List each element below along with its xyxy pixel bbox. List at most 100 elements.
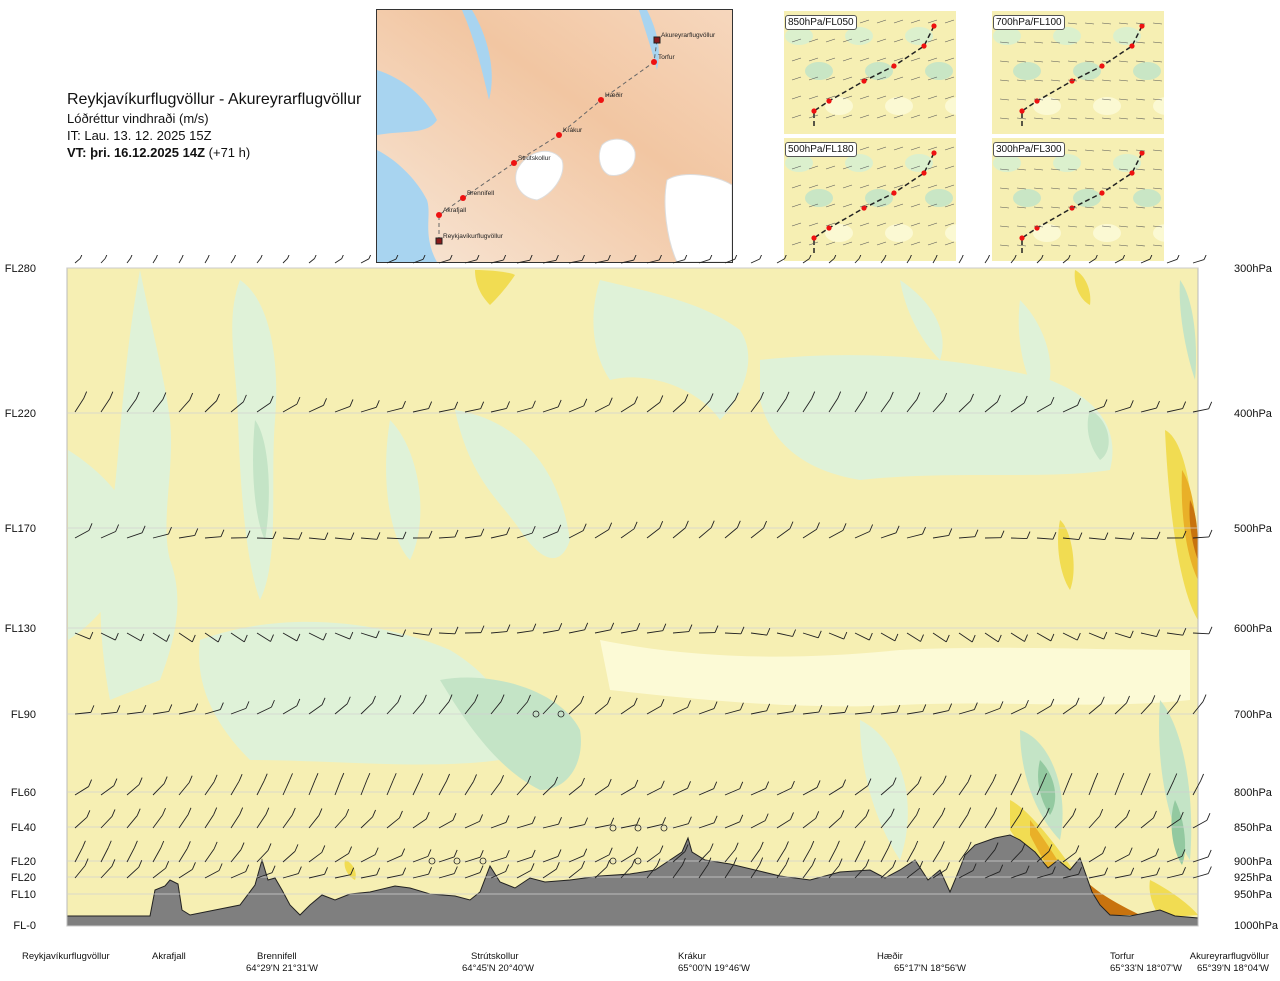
wind-barb (825, 241, 836, 246)
wind-barb (620, 704, 635, 715)
wind-barb (828, 816, 842, 829)
wind-barb-feather (608, 397, 613, 405)
wind-barb (1036, 851, 1050, 863)
wind-barb (1010, 850, 1023, 863)
wind-barb (1114, 854, 1130, 863)
waypoint-marker (826, 225, 832, 231)
wind-barb (256, 402, 271, 413)
wind-barb (932, 868, 947, 879)
wind-barb (672, 787, 688, 796)
wind-barb (880, 632, 896, 642)
wind-barb (1152, 187, 1163, 190)
wind-barb (825, 76, 836, 81)
wind-barb (1067, 149, 1078, 152)
wind-barb (906, 258, 911, 264)
flight-level-label: FL280 (4, 263, 36, 275)
flight-level-label: FL170 (4, 523, 36, 535)
wind-barb (1118, 187, 1129, 190)
map-shading (1133, 62, 1161, 80)
map-shading (1033, 224, 1061, 242)
wind-barb (282, 403, 298, 413)
wind-barb (842, 203, 853, 208)
level-map-label: 300hPa/FL300 (993, 142, 1065, 157)
downdraft-area (100, 270, 178, 700)
waypoint-coord: 65°17'N 18°56'W (894, 963, 966, 974)
wind-barb (1067, 79, 1078, 82)
wind-barb (1033, 225, 1044, 228)
wind-barb (1036, 258, 1042, 264)
wind-barb (360, 854, 376, 863)
wind-barb (100, 865, 113, 879)
wind-barb (74, 258, 81, 264)
calm-wind-marker (479, 857, 487, 865)
wind-barb (1033, 244, 1044, 247)
wind-barb (516, 782, 528, 796)
wind-barb (386, 874, 403, 879)
waypoint-marker (921, 43, 927, 49)
wind-barb (958, 709, 975, 715)
wind-barb-feather (935, 255, 938, 259)
level-map-700[interactable]: 700hPa/FL100 (992, 11, 1164, 134)
wind-barb (854, 632, 870, 641)
wind-barb (880, 532, 897, 539)
wind-barb (776, 819, 791, 829)
wind-barb (1067, 206, 1078, 209)
wind-barb (438, 259, 451, 264)
wind-barb-feather (922, 704, 927, 712)
wind-barb (1166, 855, 1183, 863)
wind-barb (464, 856, 481, 863)
wind-barb (1135, 244, 1146, 247)
wind-barb (825, 165, 836, 170)
wind-barb-feather (557, 524, 562, 533)
wind-barb (1062, 873, 1079, 879)
wind-barb-feather (324, 532, 329, 540)
wind-barb-feather (473, 774, 477, 782)
wind-barb (828, 847, 837, 863)
wind-barb (1166, 818, 1181, 829)
wind-barb (100, 531, 116, 539)
wind-barb (1050, 98, 1061, 101)
wind-barb (750, 632, 767, 636)
wind-barb-feather (480, 401, 485, 409)
wind-barb (1166, 258, 1178, 264)
level-map-300[interactable]: 300hPa/FL300 (992, 138, 1164, 261)
wind-barb (999, 41, 1010, 44)
downdraft-area (199, 621, 508, 765)
wind-barb (842, 38, 853, 43)
wind-barb-feather (636, 817, 641, 825)
wind-barb (944, 146, 955, 151)
wind-barb (1050, 244, 1061, 247)
wind-barb (1088, 815, 1101, 829)
wind-barb (808, 241, 819, 246)
wind-barb (308, 704, 323, 715)
wind-barb-feather (531, 849, 536, 858)
wind-barb-feather (186, 841, 191, 849)
waypoint-coord: 65°00'N 19°46'W (678, 963, 750, 974)
wind-barb-feather (687, 700, 691, 708)
wind-barb (1067, 60, 1078, 63)
wind-barb-feather (527, 775, 532, 784)
wind-barb-feather (961, 255, 964, 259)
map-shading (925, 62, 953, 80)
wind-barb-feather (340, 772, 345, 781)
wind-barb (1152, 41, 1163, 44)
wind-barb-feather (916, 392, 921, 400)
wind-barb (1192, 873, 1209, 879)
wind-barb (880, 847, 889, 863)
wind-barb (360, 702, 373, 715)
wind-barb (808, 38, 819, 43)
flight-level-label: FL20 (10, 856, 36, 868)
waypoint-marker (1069, 205, 1075, 211)
level-map-850[interactable]: 850hPa/FL050 (784, 11, 956, 134)
wind-barb (791, 76, 802, 81)
level-map-500[interactable]: 500hPa/FL180 (784, 138, 956, 261)
flight-level-label: FL20 (10, 872, 36, 884)
wind-barb (646, 705, 662, 715)
wind-barb (750, 820, 766, 829)
wind-barb (802, 632, 819, 639)
wind-barb (825, 38, 836, 43)
wind-barb-feather (454, 529, 459, 538)
wind-barb (1062, 852, 1077, 863)
wind-barb-feather (90, 705, 95, 713)
wind-barb (776, 528, 791, 539)
